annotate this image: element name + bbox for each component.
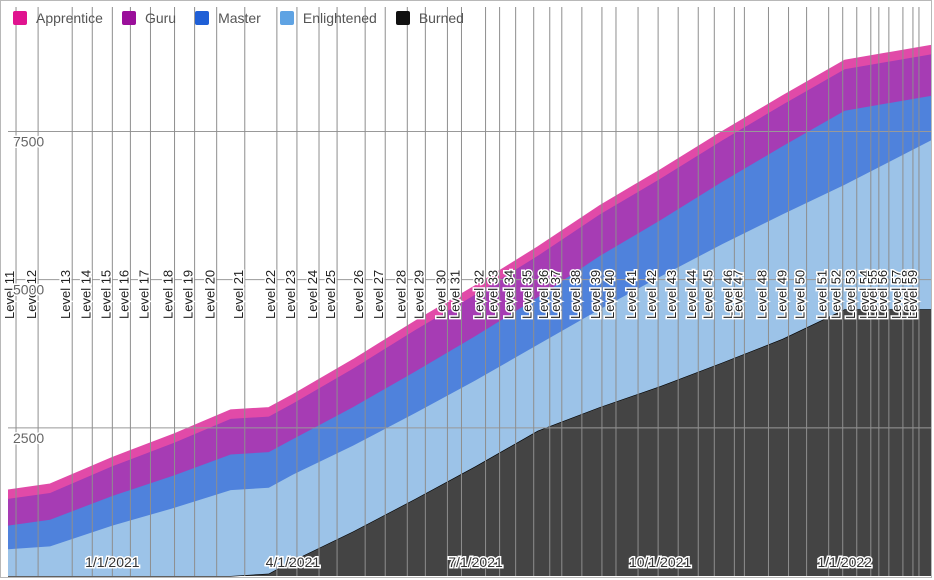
level-label: Level 45	[700, 270, 715, 319]
level-label: Level 59	[905, 270, 920, 319]
level-label: Level 52	[829, 270, 844, 319]
legend-item-guru[interactable]: Guru	[121, 10, 177, 26]
legend-swatch-burned	[395, 11, 410, 25]
level-label: Level 25	[323, 270, 338, 319]
level-label: Level 15	[98, 270, 113, 319]
series-areas	[7, 44, 932, 577]
level-label: Level 47	[730, 270, 745, 319]
level-label: Level 32	[472, 270, 487, 319]
level-label: Level 44	[684, 270, 699, 319]
x-tick-label: 7/1/2021	[448, 554, 503, 570]
level-label: Level 58	[899, 270, 914, 319]
level-label: Level 42	[644, 270, 659, 319]
level-label: Level 13	[58, 270, 73, 319]
y-tick-label: 2500	[13, 430, 44, 446]
x-tick-label: 4/1/2021	[266, 554, 321, 570]
legend-swatch-master	[195, 11, 210, 25]
level-label: Level 40	[602, 270, 617, 319]
level-label: Level 35	[520, 270, 535, 319]
level-label: Level 53	[843, 270, 858, 319]
legend-swatch-enlightened	[279, 11, 294, 25]
x-tick-label: 1/1/2021	[85, 554, 140, 570]
level-label: Level 36	[536, 270, 551, 319]
level-label: Level 23	[283, 270, 298, 319]
legend: Apprentice Guru Master Enlightened Burne…	[13, 10, 483, 26]
area-guru[interactable]	[8, 54, 931, 526]
level-label: Level 27	[371, 270, 386, 319]
level-label: Level 56	[875, 270, 890, 319]
legend-label-master: Master	[218, 10, 261, 26]
y-tick-label: 5000	[13, 282, 44, 298]
level-label: Level 28	[393, 270, 408, 319]
y-axis-ticks: 2500 5000 7500	[12, 132, 46, 447]
level-label: Level 22	[263, 270, 278, 319]
level-label: Level 16	[116, 270, 131, 319]
level-label: Level 34	[502, 270, 517, 319]
level-label: Level 17	[137, 270, 152, 319]
area-enlightened[interactable]	[8, 140, 931, 576]
level-label: Level 24	[305, 270, 320, 319]
x-tick-label: 1/1/2022	[817, 554, 872, 570]
legend-item-burned[interactable]: Burned	[395, 10, 464, 26]
x-tick-label: 10/1/2021	[629, 554, 691, 570]
x-axis-ticks: 1/1/2021 4/1/2021 7/1/2021 10/1/2021 1/1/202…	[84, 553, 874, 572]
legend-label-guru: Guru	[144, 10, 177, 26]
legend-item-enlightened[interactable]: Enlightened	[279, 10, 377, 26]
legend-swatch-apprentice	[13, 11, 27, 25]
edge-apprentice	[7, 44, 932, 491]
y-tick-label: 7500	[13, 133, 44, 149]
level-label: Level 26	[351, 270, 366, 319]
level-label: Level 29	[411, 270, 426, 319]
area-master[interactable]	[8, 95, 931, 550]
area-burned[interactable]	[8, 309, 931, 576]
level-label: Level 30	[433, 270, 448, 319]
level-label: Level 48	[755, 270, 770, 319]
legend-label-apprentice: Apprentice	[36, 10, 103, 26]
level-label: Level 46	[720, 270, 735, 319]
level-label: Level 31	[448, 270, 463, 319]
level-label: Level 55	[865, 270, 880, 319]
level-label: Level 18	[161, 270, 176, 319]
level-label: Level 51	[815, 270, 830, 319]
level-label: Level 39	[588, 270, 603, 319]
legend-label-enlightened: Enlightened	[302, 10, 377, 26]
level-label: Level 57	[889, 270, 904, 319]
level-label: Level 14	[78, 270, 93, 319]
level-label: Level 33	[486, 270, 501, 319]
level-label: Level 21	[231, 270, 246, 319]
level-label: Level 49	[775, 270, 790, 319]
level-label: Level 54	[857, 270, 872, 319]
level-label: Level 37	[548, 270, 563, 319]
legend-item-master[interactable]: Master	[195, 10, 261, 26]
level-markers: Level 11 Level 12 Level 13 Level 14 Level 15…	[1, 7, 922, 576]
level-label: Level 41	[624, 270, 639, 319]
level-label: Level 20	[203, 270, 218, 319]
legend-label-burned: Burned	[418, 10, 464, 26]
level-label: Level 11	[2, 271, 17, 319]
legend-item-apprentice[interactable]: Apprentice	[13, 10, 103, 26]
level-label: Level 12	[24, 270, 39, 319]
level-label: Level 38	[568, 270, 583, 319]
level-label: Level 43	[664, 270, 679, 319]
legend-swatch-guru	[121, 11, 136, 25]
level-label: Level 50	[793, 270, 808, 319]
gridlines	[8, 130, 931, 429]
level-label: Level 19	[181, 270, 196, 319]
